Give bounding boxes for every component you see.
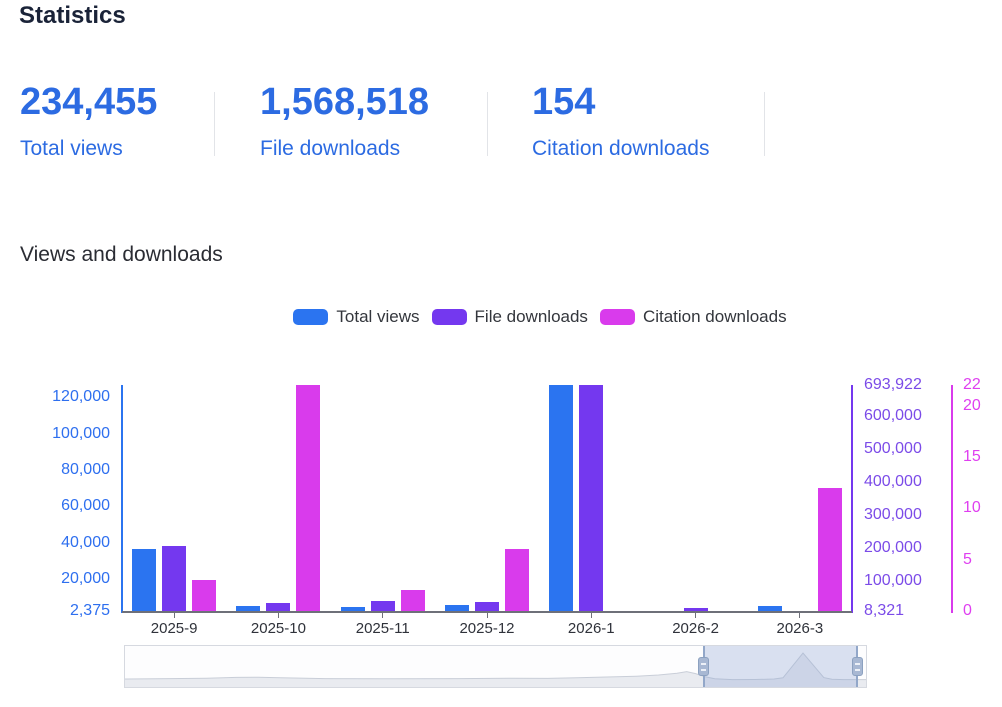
bar-citation-downloads-2025-10[interactable]: [296, 385, 321, 611]
page-title: Statistics: [19, 2, 126, 29]
x-axis-tick: [382, 612, 384, 618]
bar-citation-downloads-2025-9[interactable]: [192, 580, 217, 611]
x-axis-label: 2026-2: [672, 620, 719, 637]
datazoom-handle-right-grip-icon[interactable]: [851, 657, 863, 676]
x-axis-tick: [590, 612, 592, 618]
legend-item-citation-downloads[interactable]: Citation downloads: [599, 307, 787, 327]
y-axis-line-right1: [850, 385, 853, 613]
x-axis-label: 2025-9: [150, 620, 198, 637]
legend-swatch-total-views-icon: [293, 309, 329, 325]
y-axis-label-right2: 5: [963, 550, 972, 568]
bar-total-views-2025-11[interactable]: [340, 607, 365, 611]
y-axis-label-right2: 20: [963, 396, 981, 414]
bar-citation-downloads-2025-12[interactable]: [505, 549, 529, 611]
stat-file-downloads-label: File downloads: [260, 137, 401, 160]
x-axis-label: 2026-1: [567, 620, 615, 637]
bar-citation-downloads-2026-3[interactable]: [817, 487, 842, 611]
legend-item-file-downloads[interactable]: File downloads: [431, 307, 588, 327]
y-axis-label-right1: 8,321: [864, 602, 905, 619]
y-axis-label-right2: 10: [963, 499, 981, 517]
legend-item-total-views[interactable]: Total views: [293, 307, 420, 327]
stat-citation-downloads-label: Citation downloads: [532, 137, 710, 160]
datazoom-window[interactable]: [703, 646, 858, 687]
y-axis-label-right1: 500,000: [864, 439, 922, 457]
bar-file-downloads-2025-12[interactable]: [475, 602, 499, 611]
y-axis-label-left: 20,000: [61, 569, 110, 587]
stat-divider: [764, 92, 765, 156]
grip-slot: [854, 663, 860, 665]
x-axis-tick: [695, 612, 697, 618]
y-axis-label-left: 60,000: [61, 497, 110, 515]
bar-file-downloads-2025-9[interactable]: [162, 546, 187, 611]
grip-slot: [701, 663, 707, 665]
bar-citation-downloads-2025-11[interactable]: [400, 590, 425, 611]
y-axis-label-right2: 22: [963, 376, 981, 393]
grip-slot: [854, 669, 860, 671]
section-heading: Views and downloads: [20, 243, 223, 266]
bar-total-views-2025-12[interactable]: [445, 604, 469, 611]
stat-total-views-label: Total views: [20, 137, 123, 160]
y-axis-label-right1: 693,922: [864, 376, 922, 393]
stat-file-downloads-value: 1,568,518: [260, 81, 430, 123]
x-axis-label: 2025-11: [355, 620, 410, 637]
x-axis-label: 2025-12: [459, 620, 515, 637]
y-axis-line-left: [120, 385, 123, 613]
bar-total-views-2026-3[interactable]: [757, 605, 782, 611]
datazoom-handle-left-grip-icon[interactable]: [698, 657, 710, 676]
legend-label-file-downloads: File downloads: [474, 307, 588, 326]
y-axis-label-left: 80,000: [61, 460, 110, 478]
datazoom-data-shadow: [125, 652, 866, 687]
stat-divider: [214, 92, 215, 156]
bar-file-downloads-2025-10[interactable]: [266, 603, 291, 611]
chart-legend: Total views File downloads Citation down…: [78, 304, 1002, 330]
y-axis-label-right1: 100,000: [864, 571, 922, 589]
legend-swatch-file-downloads-icon: [431, 309, 467, 325]
y-axis-label-right1: 300,000: [864, 505, 922, 523]
y-axis-label-left: 120,000: [52, 388, 110, 406]
y-axis-label-left: 2,375: [69, 602, 110, 619]
bar-file-downloads-2026-1[interactable]: [579, 385, 604, 611]
bar-total-views-2025-10[interactable]: [236, 606, 261, 611]
stat-total-views-value: 234,455: [20, 81, 158, 123]
grip-slot: [701, 669, 707, 671]
legend-label-citation-downloads: Citation downloads: [642, 307, 787, 326]
bar-total-views-2025-9[interactable]: [132, 549, 157, 611]
legend-swatch-citation-downloads-icon: [599, 309, 635, 325]
y-axis-label-right2: 15: [963, 447, 981, 465]
x-axis-tick: [486, 612, 488, 618]
x-axis-label: 2026-3: [776, 620, 824, 637]
y-axis-label-right2: 0: [963, 602, 972, 619]
x-axis-tick: [277, 612, 279, 618]
bar-file-downloads-2025-11[interactable]: [370, 601, 395, 611]
stat-divider: [487, 92, 488, 156]
x-axis-line: [122, 610, 852, 613]
x-axis-label: 2025-10: [250, 620, 306, 637]
x-axis-tick: [173, 612, 175, 618]
legend-label-total-views: Total views: [336, 307, 420, 326]
stat-citation-downloads-value: 154: [532, 81, 596, 123]
y-axis-label-left: 40,000: [61, 533, 110, 551]
y-axis-label-left: 100,000: [52, 424, 110, 442]
bar-total-views-2026-1[interactable]: [549, 385, 574, 611]
y-axis-label-right1: 600,000: [864, 406, 922, 424]
y-axis-label-right1: 200,000: [864, 538, 922, 556]
x-axis-tick: [799, 612, 801, 618]
y-axis-line-right2: [950, 385, 953, 613]
bar-file-downloads-2026-2[interactable]: [683, 607, 708, 611]
datazoom-track[interactable]: [124, 645, 867, 688]
y-axis-label-right1: 400,000: [864, 472, 922, 490]
